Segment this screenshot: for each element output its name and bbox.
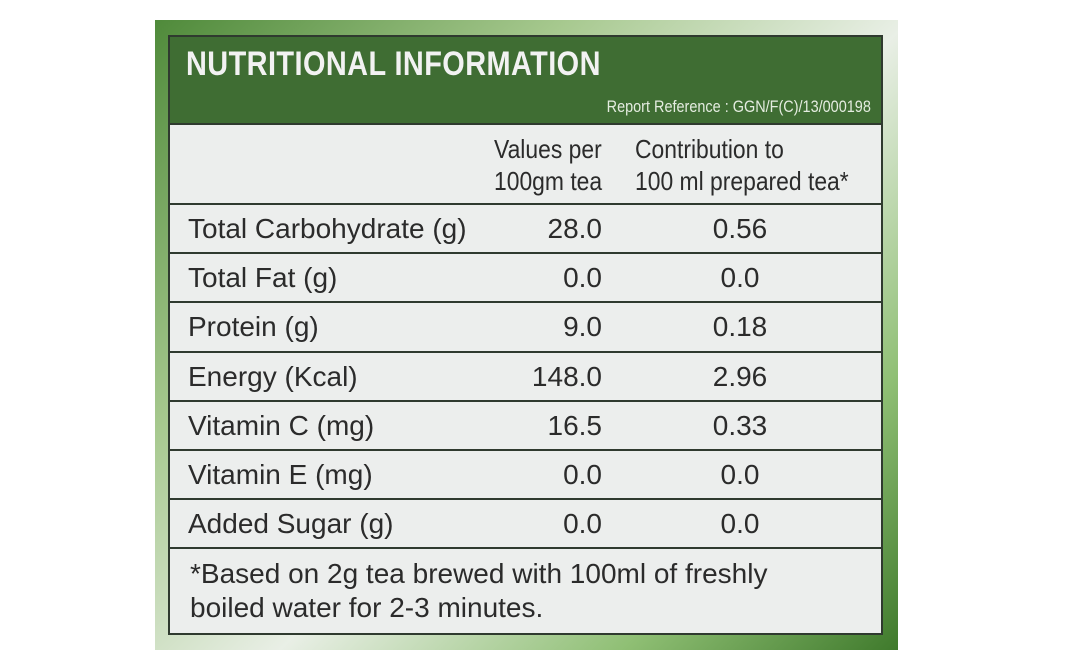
value: 9.0 [563, 311, 602, 343]
row-label: Vitamin E (mg) [188, 459, 373, 490]
rule [170, 399, 881, 402]
row-label: Protein (g) [188, 311, 319, 343]
rule [170, 547, 881, 550]
title: NUTRITIONAL INFORMATION [186, 45, 601, 83]
rule [170, 252, 881, 255]
value: 148.0 [531, 360, 602, 392]
value: 0.0 [563, 508, 602, 540]
rule [170, 449, 881, 451]
rule [170, 350, 881, 353]
value: 0.0 [563, 459, 602, 490]
value: 0.18 [712, 311, 768, 343]
row-label: Total Fat (g) [188, 262, 338, 294]
value: 0.0 [720, 508, 760, 540]
value: 0.0 [720, 262, 760, 294]
header: NUTRITIONAL INFORMATION Report Reference… [170, 37, 881, 125]
rule [170, 203, 881, 205]
reference: Report Reference : GGN/F(C)/13/000198 [606, 97, 871, 116]
column-header: Contribution to 100 ml prepared tea* [635, 134, 849, 196]
value: 16.5 [547, 409, 603, 441]
value: 0.0 [563, 262, 602, 294]
value: 0.33 [712, 409, 768, 441]
rule [170, 301, 881, 304]
value: 28.0 [547, 213, 603, 244]
row-label: Vitamin C (mg) [188, 409, 375, 441]
footnote: *Based on 2g tea brewed with 100ml of fr… [190, 558, 768, 624]
nutrition-label: NUTRITIONAL INFORMATION Report Reference… [168, 35, 883, 635]
value: 2.96 [712, 360, 768, 392]
value: 0.0 [720, 459, 760, 490]
row-label: Energy (Kcal) [188, 360, 358, 392]
row-label: Total Carbohydrate (g) [188, 213, 467, 244]
rule [170, 498, 881, 501]
value: 0.56 [712, 213, 768, 244]
column-header: Values per 100gm tea [494, 134, 603, 196]
row-label: Added Sugar (g) [188, 508, 394, 540]
